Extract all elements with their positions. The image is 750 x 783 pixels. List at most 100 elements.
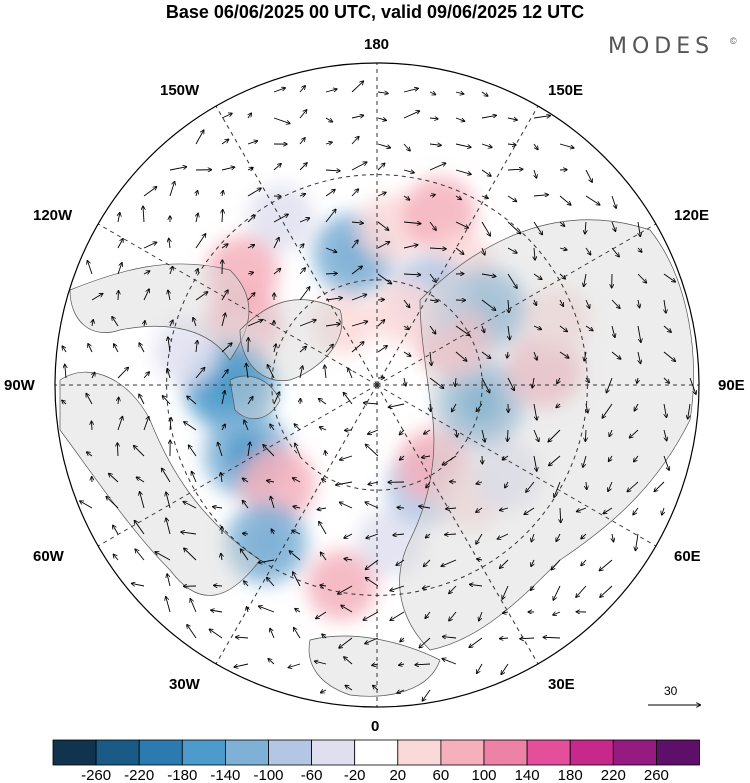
wind-arrow (293, 478, 301, 483)
wind-arrow (163, 396, 171, 405)
wind-arrow (243, 533, 249, 534)
wind-arrow (293, 506, 301, 508)
wind-arrow (476, 403, 483, 411)
wind-arrow (195, 130, 204, 145)
wind-arrow (508, 325, 510, 339)
wind-arrow (167, 369, 170, 379)
anomaly-core (245, 522, 287, 564)
wind-arrow (470, 584, 483, 586)
wind-arrow (560, 299, 563, 306)
wind-arrow (247, 272, 253, 274)
wind-arrow (351, 321, 367, 327)
wind-arrow (270, 629, 275, 639)
wind-arrow (585, 299, 590, 308)
wind-arrow (400, 638, 404, 641)
wind-arrow (273, 164, 281, 171)
wind-arrow (638, 221, 640, 236)
wind-arrow (507, 221, 520, 233)
wind-arrow (246, 364, 248, 379)
wind-arrow (196, 191, 197, 197)
wind-arrow (294, 628, 301, 639)
wind-arrow (166, 492, 171, 509)
wind-arrow (274, 344, 276, 353)
wind-arrow (117, 263, 122, 275)
wind-arrow (221, 473, 222, 483)
wind-arrow (508, 299, 509, 312)
wind-arrow (533, 273, 542, 279)
wind-arrow (325, 117, 332, 122)
anomaly-region (471, 440, 542, 511)
wind-arrow (339, 637, 353, 648)
wind-arrow (612, 533, 613, 541)
anomaly-region (507, 332, 583, 408)
wind-arrow (585, 169, 592, 182)
wind-arrow (169, 182, 175, 197)
anomaly-region (306, 550, 377, 621)
wind-arrow (455, 196, 461, 199)
label-180: 180 (364, 36, 390, 53)
wind-arrow (243, 478, 249, 483)
wind-arrow (377, 118, 386, 120)
wind-arrow (481, 115, 496, 119)
wind-arrow (455, 351, 467, 361)
wind-arrow (419, 637, 431, 648)
wind-arrow (244, 581, 249, 587)
wind-arrow (429, 248, 446, 249)
wind-arrow (368, 429, 379, 434)
wind-arrow (507, 273, 517, 288)
wind-arrow (455, 92, 464, 94)
wind-arrow (583, 455, 587, 467)
label-90w: 90W (4, 377, 35, 394)
wind-arrow (351, 342, 364, 353)
wind-arrow (118, 213, 120, 223)
wind-arrow (196, 214, 198, 223)
wind-arrow (481, 221, 490, 236)
wind-arrow (663, 403, 666, 417)
wind-arrow (351, 266, 362, 275)
wind-arrow (377, 346, 387, 353)
wind-arrow (267, 578, 275, 587)
wind-arrow (316, 611, 327, 618)
wind-arrow (344, 559, 353, 560)
wind-arrow (299, 287, 310, 301)
label-30e: 30E (548, 676, 575, 693)
wind-arrow (481, 274, 495, 276)
wind-arrow (442, 659, 457, 665)
wind-arrow (325, 170, 340, 171)
wind-arrow (321, 690, 327, 693)
wind-arrow (271, 529, 274, 535)
wind-arrow (446, 508, 457, 509)
label-60e: 60E (674, 548, 701, 565)
wind-arrow (500, 559, 509, 568)
wind-arrow (211, 610, 223, 612)
wind-arrow (544, 637, 561, 638)
wind-arrow (429, 118, 438, 119)
wind-arrow (92, 320, 93, 327)
wind-arrow (290, 551, 301, 561)
wind-arrow (481, 91, 488, 96)
wind-arrow (396, 559, 405, 565)
wind-arrow (403, 195, 409, 200)
wind-arrow (576, 585, 587, 597)
wind-arrow (247, 397, 253, 405)
wind-arrow (162, 469, 171, 483)
wind-arrow (638, 299, 640, 307)
wind-arrow (422, 689, 431, 701)
wind-arrow (449, 611, 457, 621)
wind-arrow (377, 242, 389, 249)
wind-arrow (299, 110, 307, 119)
wind-arrow (637, 273, 646, 283)
wind-arrow (429, 377, 443, 388)
wind-arrow (112, 317, 119, 327)
globe-outline (54, 62, 700, 708)
wind-arrow (221, 313, 225, 327)
wind-arrow (80, 501, 93, 509)
wind-arrow (663, 325, 671, 332)
wind-arrow (114, 344, 119, 353)
wind-arrow (247, 320, 262, 327)
wind-arrow (196, 341, 197, 353)
wind-arrow (377, 320, 384, 327)
wind-arrow (377, 192, 386, 197)
wind-arrow (135, 521, 145, 535)
wind-arrow (476, 507, 483, 512)
